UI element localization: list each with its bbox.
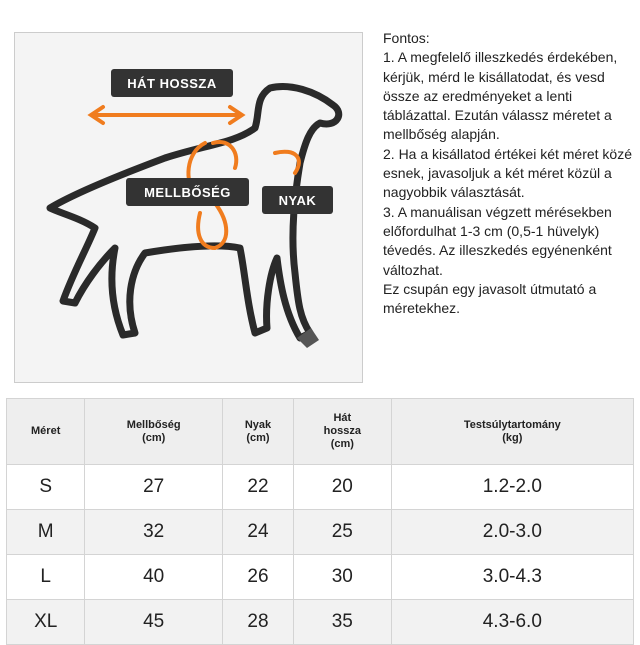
note-2: 2. Ha a kisállatod értékei két méret köz… xyxy=(383,145,633,201)
cell-back-length: 25 xyxy=(292,509,392,555)
cell-neck: 26 xyxy=(222,554,294,600)
cell-weight: 1.2-2.0 xyxy=(390,464,635,510)
dog-measurement-diagram: HÁT HOSSZA MELLBŐSÉG NYAK xyxy=(14,32,363,383)
header-back-length: Hát hossza (cm) xyxy=(292,398,392,465)
header-text: (kg) xyxy=(502,431,523,444)
table-row: XL 45 28 35 4.3-6.0 xyxy=(5,599,635,645)
header-neck: Nyak (cm) xyxy=(222,398,294,465)
cell-neck: 28 xyxy=(222,599,294,645)
header-chest: Mellbőség (cm) xyxy=(84,398,223,465)
note-guide: Ez csupán egy javasolt útmutató a mérete… xyxy=(383,280,597,317)
notes-heading: Fontos: xyxy=(383,30,430,46)
cell-back-length: 20 xyxy=(292,464,392,510)
table-header-row: Méret Mellbőség (cm) Nyak (cm) Hát hossza (cm) T… xyxy=(5,398,635,465)
header-text: Nyak xyxy=(244,418,272,431)
table-row: S 27 22 20 1.2-2.0 xyxy=(5,464,635,510)
cell-weight: 2.0-3.0 xyxy=(390,509,635,555)
header-text: (cm) xyxy=(246,431,270,444)
cell-neck: 22 xyxy=(222,464,294,510)
cell-chest: 40 xyxy=(84,554,223,600)
cell-back-length: 30 xyxy=(292,554,392,600)
cell-chest: 27 xyxy=(84,464,223,510)
header-weight: Testsúlytartomány (kg) xyxy=(390,398,635,465)
note-1: 1. A megfelelő illeszkedés érdekében, ké… xyxy=(383,49,618,143)
size-chart-table: Méret Mellbőség (cm) Nyak (cm) Hát hossza (cm) T… xyxy=(5,398,635,645)
cell-weight: 4.3-6.0 xyxy=(390,599,635,645)
cell-weight: 3.0-4.3 xyxy=(390,554,635,600)
cell-size: L xyxy=(5,554,86,600)
cell-size: M xyxy=(5,509,86,555)
table-row: L 40 26 30 3.0-4.3 xyxy=(5,554,635,600)
dog-silhouette-icon xyxy=(46,83,343,348)
cell-size: S xyxy=(5,464,86,510)
cell-back-length: 35 xyxy=(292,599,392,645)
header-text: Mellbőség xyxy=(126,418,181,431)
note-3: 3. A manuálisan végzett mérésekben előfo… xyxy=(383,203,612,278)
header-text: (cm) xyxy=(330,438,354,450)
header-text: (cm) xyxy=(142,431,166,444)
header-text: hossza xyxy=(323,425,361,437)
important-notes: Fontos: 1. A megfelelő illeszkedés érdek… xyxy=(383,29,640,318)
cell-size: XL xyxy=(5,599,86,645)
neck-label: NYAK xyxy=(262,186,333,214)
header-text: Méret xyxy=(31,425,61,437)
header-size: Méret xyxy=(5,398,86,465)
cell-chest: 32 xyxy=(84,509,223,555)
table-row: M 32 24 25 2.0-3.0 xyxy=(5,509,635,555)
chest-label: MELLBŐSÉG xyxy=(126,178,249,206)
back-length-label: HÁT HOSSZA xyxy=(111,69,233,97)
header-text: Hát xyxy=(333,412,352,424)
paw-icon xyxy=(297,328,319,348)
header-text: Testsúlytartomány xyxy=(463,418,561,431)
cell-neck: 24 xyxy=(222,509,294,555)
cell-chest: 45 xyxy=(84,599,223,645)
